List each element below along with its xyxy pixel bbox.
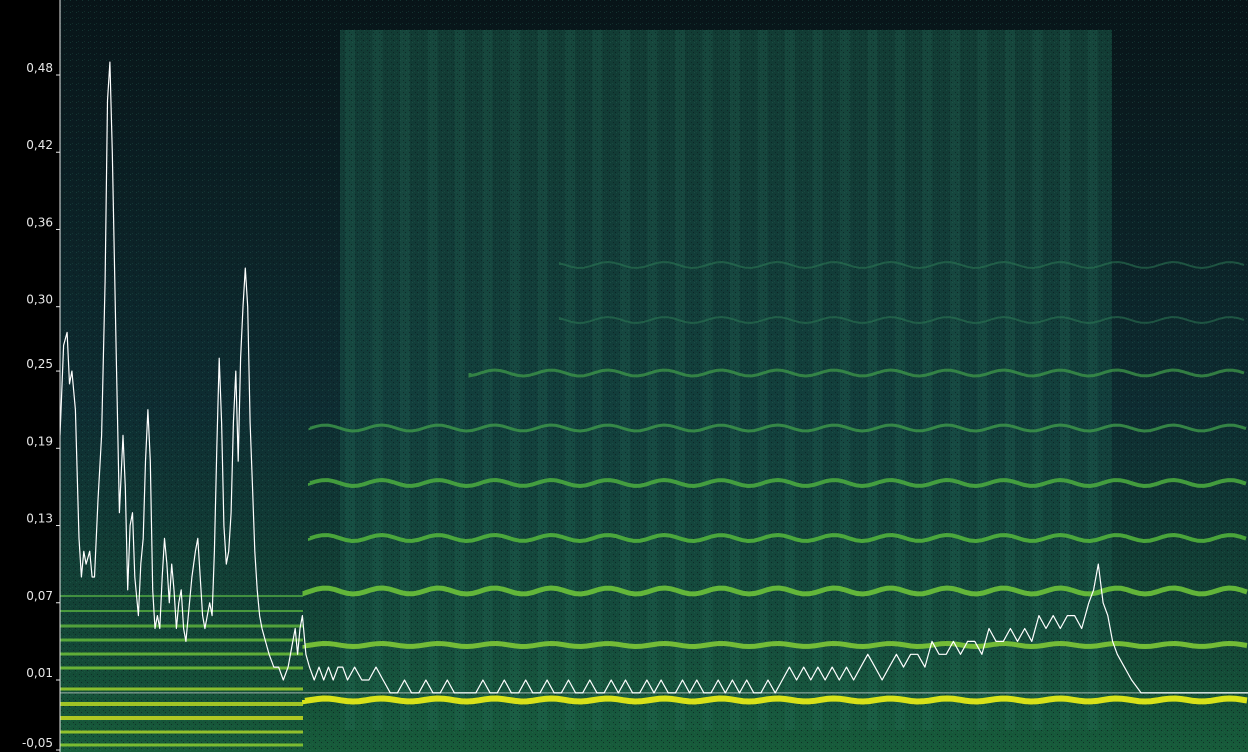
y-tick-label: 0,30	[26, 293, 53, 307]
y-tick-label: 0,42	[26, 138, 53, 152]
harmonic-line	[302, 585, 1248, 597]
harmonic-line	[308, 423, 1247, 433]
y-tick-label: 0,36	[26, 215, 53, 229]
y-tick-label: 0,25	[26, 357, 53, 371]
y-axis: 0,48 0,42 0,36 0,30 0,25 0,19 0,13 0,07 0,01 -0,0…	[22, 0, 61, 752]
y-tick-label: 0,01	[26, 666, 53, 680]
spectrogram-background	[60, 0, 1248, 752]
y-axis-panel	[0, 0, 60, 752]
y-tick-label: 0,07	[26, 589, 53, 603]
series-line	[59, 61, 1248, 694]
harmonic-line	[308, 477, 1247, 489]
harmonic-line	[468, 368, 1245, 378]
harmonic-line	[302, 640, 1248, 650]
y-tick-label: 0,13	[26, 512, 53, 526]
y-tick-label: -0,05	[22, 736, 53, 750]
series-line-layer	[59, 61, 1248, 694]
y-tick-label: 0,48	[26, 61, 53, 75]
harmonic-line	[559, 260, 1245, 270]
harmonic-line	[308, 532, 1247, 544]
y-tick-label: 0,19	[26, 434, 53, 448]
harmonic-line	[559, 315, 1245, 325]
harmonic-line	[302, 695, 1248, 705]
